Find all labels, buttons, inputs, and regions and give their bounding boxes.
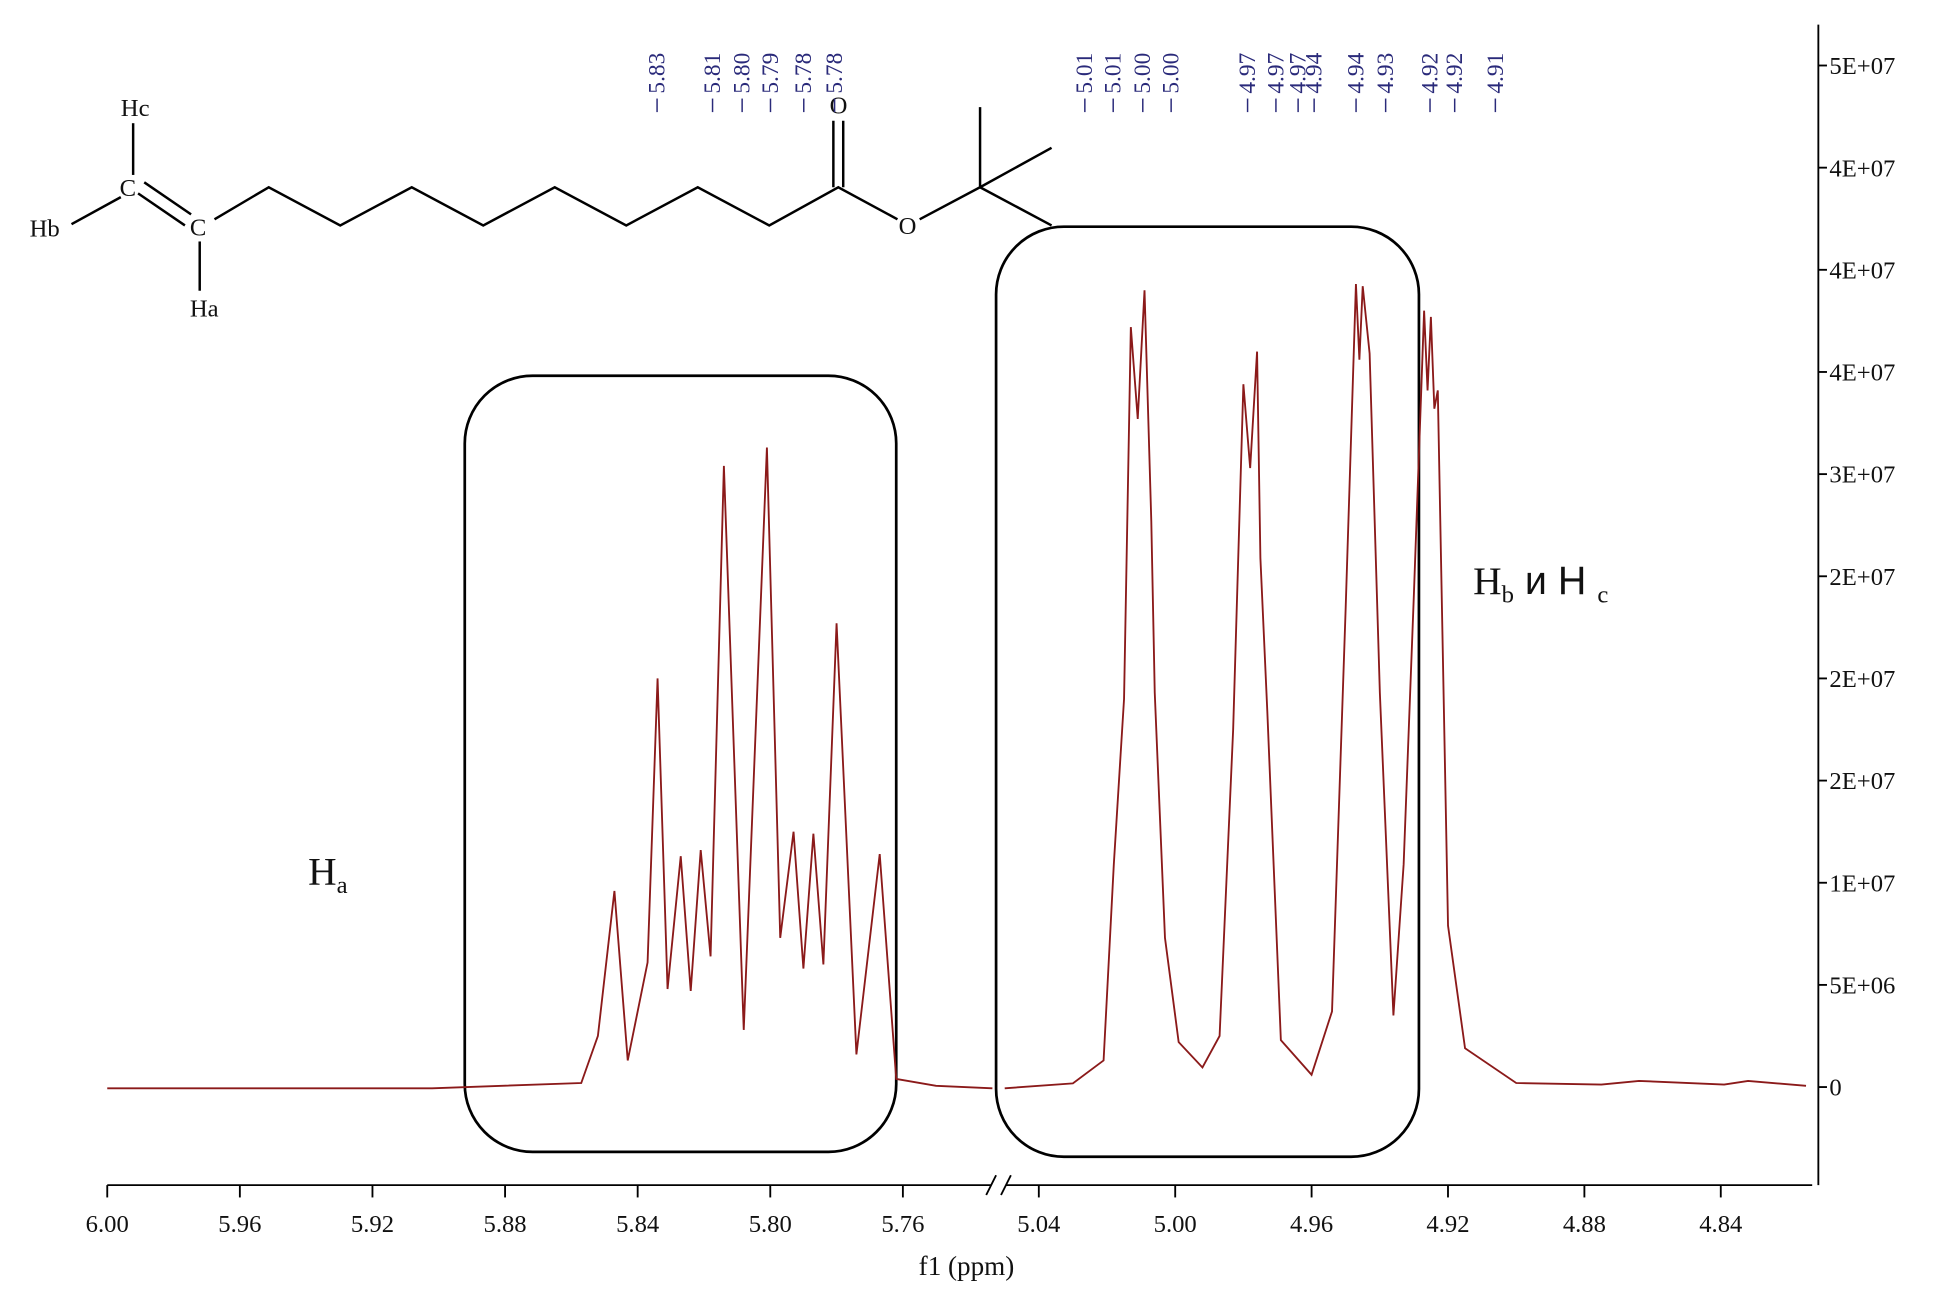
peak-label: 4.97 — [1235, 52, 1261, 93]
bond — [979, 186, 1053, 227]
y-tick-label: 4E+07 — [1829, 155, 1895, 182]
x-tick-label: 5.76 — [881, 1211, 924, 1238]
region-box — [463, 374, 898, 1154]
x-tick-label: 5.04 — [1017, 1211, 1060, 1238]
chain — [919, 107, 982, 221]
subscript: a — [337, 872, 348, 899]
y-tick-label: 0 — [1829, 1075, 1841, 1102]
annotation-text: H — [1473, 559, 1501, 603]
atom: O — [830, 92, 848, 119]
peak-label: 4.94 — [1302, 52, 1328, 93]
atom: Hc — [121, 95, 150, 122]
x-tick-label: 5.96 — [218, 1211, 261, 1238]
annotation: Ha — [308, 850, 347, 900]
x-tick-label: 5.84 — [616, 1211, 659, 1238]
annotation: Hb и H c — [1473, 559, 1608, 609]
peak-label: 5.00 — [1130, 53, 1156, 94]
peak-label: 4.92 — [1442, 53, 1468, 94]
peak-label: 4.94 — [1343, 52, 1369, 93]
atom: O — [899, 213, 917, 240]
peak-label: 5.78 — [822, 53, 848, 94]
peak-label: 5.78 — [791, 53, 817, 94]
x-tick-label: 5.92 — [351, 1211, 394, 1238]
atom: C — [190, 214, 206, 241]
x-tick-label: 5.00 — [1154, 1211, 1197, 1238]
y-tick-label: 2E+07 — [1829, 564, 1895, 591]
y-tick-label: 1E+07 — [1829, 870, 1895, 897]
annotation-text: и H — [1514, 559, 1597, 603]
x-tick-label: 4.88 — [1563, 1211, 1606, 1238]
x-tick-label: 4.92 — [1426, 1211, 1469, 1238]
subscript: c — [1597, 581, 1608, 608]
y-tick-label: 5E+06 — [1829, 973, 1895, 1000]
x-tick-label: 4.84 — [1699, 1211, 1742, 1238]
region-box — [994, 225, 1421, 1159]
bond — [143, 181, 192, 216]
y-tick-label: 2E+07 — [1829, 666, 1895, 693]
bond — [979, 146, 1053, 189]
peak-label: 4.93 — [1373, 53, 1399, 94]
y-tick-label: 3E+07 — [1829, 462, 1895, 489]
axis-break — [985, 1174, 997, 1196]
atom: C — [120, 175, 136, 202]
molecule: Hc C Hb C Ha O O — [30, 92, 1053, 323]
annotation-text: H — [308, 850, 336, 894]
peak-label: 5.00 — [1159, 53, 1185, 94]
peak-label: 5.81 — [700, 53, 726, 94]
x-axis-label: f1 (ppm) — [919, 1251, 1015, 1281]
peak-label: 5.79 — [758, 53, 784, 94]
spectrum-line — [1004, 284, 1807, 1090]
subscript: b — [1502, 581, 1514, 608]
bond — [70, 196, 122, 226]
y-tick-label: 2E+07 — [1829, 768, 1895, 795]
bond — [137, 192, 186, 227]
atom: Hb — [30, 216, 60, 243]
y-tick-label: 4E+07 — [1829, 257, 1895, 284]
chain — [213, 185, 899, 227]
y-tick-label: 4E+07 — [1829, 360, 1895, 387]
x-tick-label: 5.80 — [749, 1211, 792, 1238]
peak-label: 4.92 — [1417, 53, 1443, 94]
x-tick-label: 4.96 — [1290, 1211, 1333, 1238]
axis-break — [1000, 1174, 1012, 1196]
x-tick-label: 5.88 — [484, 1211, 527, 1238]
peak-label: 5.01 — [1101, 53, 1127, 94]
peak-label: 5.80 — [730, 53, 756, 94]
peak-label: 4.91 — [1483, 53, 1509, 94]
x-tick-label: 6.00 — [86, 1211, 129, 1238]
peak-label: 5.83 — [644, 53, 670, 94]
peak-label: 5.01 — [1072, 53, 1098, 94]
atom: Ha — [190, 296, 219, 323]
peak-label: 4.97 — [1263, 52, 1289, 93]
peak-label: 4.97 — [1286, 52, 1312, 93]
spectrum-line — [107, 447, 993, 1090]
y-tick-label: 5E+07 — [1829, 53, 1895, 80]
